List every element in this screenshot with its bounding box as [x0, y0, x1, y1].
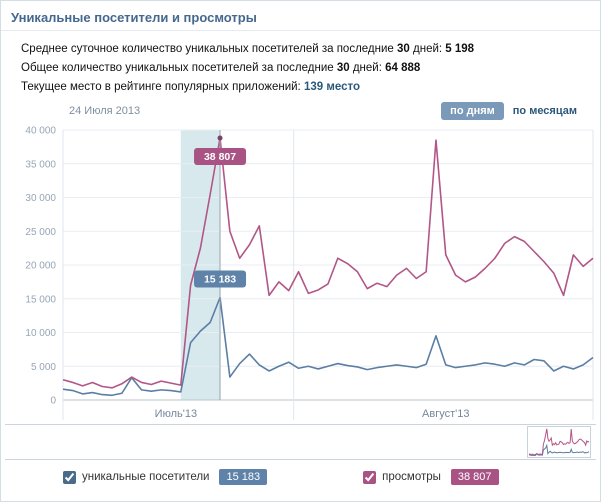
period-toggle: по дням по месяцам	[441, 102, 586, 120]
page-header: Уникальные посетители и просмотры	[1, 1, 600, 31]
svg-text:15 000: 15 000	[25, 294, 56, 305]
tooltip-0	[194, 148, 247, 166]
views-checkbox[interactable]	[363, 470, 377, 484]
svg-text:35 000: 35 000	[25, 159, 56, 170]
stat-rating-place: Текущее место в рейтинге популярных прил…	[21, 81, 360, 93]
by-months-button[interactable]: по месяцам	[512, 105, 577, 117]
svg-text:Август'13: Август'13	[422, 408, 469, 420]
stat-total-visitors: Общее количество уникальных посетителей …	[21, 62, 421, 74]
chart-navigator-preview[interactable]	[527, 426, 593, 460]
svg-text:Июль'13: Июль'13	[155, 408, 197, 420]
series-line-0	[62, 137, 594, 389]
unique-visitors-checkbox[interactable]	[63, 470, 76, 484]
visitors-views-chart[interactable]: 40 000 35 000 30 000 25 000 20 000 15 000 10 0…	[1, 124, 601, 424]
views-value-badge: 38 807	[450, 469, 499, 485]
legend-views[interactable]: просмотры 38 807	[363, 469, 499, 485]
legend-unique-visitors[interactable]: уникальные посетители 15 183	[63, 469, 268, 485]
svg-text:30 000: 30 000	[25, 193, 56, 204]
svg-text:25 000: 25 000	[25, 227, 56, 238]
tooltip-1	[194, 270, 247, 288]
legend-unique-visitors-label: уникальные посетители	[82, 471, 210, 483]
rating-place-link[interactable]: 139 место	[303, 81, 360, 93]
svg-text:10 000: 10 000	[25, 328, 56, 339]
chart-controls: 24 Июля 2013 по дням по месяцам	[1, 100, 600, 122]
peak-marker	[217, 135, 223, 141]
svg-text:0: 0	[50, 396, 56, 407]
chart-legend: уникальные посетители 15 183 просмотры 3…	[1, 460, 600, 485]
unique-visitors-value-badge: 15 183	[219, 469, 268, 485]
svg-text:40 000: 40 000	[25, 126, 56, 137]
selected-date-label: 24 Июля 2013	[69, 105, 141, 117]
svg-text:20 000: 20 000	[25, 261, 56, 272]
series-line-1	[62, 296, 594, 397]
legend-views-label: просмотры	[382, 471, 441, 483]
svg-text:38 807: 38 807	[204, 151, 236, 163]
svg-text:15 183: 15 183	[204, 274, 236, 286]
chart-navigator[interactable]	[5, 424, 596, 460]
summary-stats: Среднее суточное количество уникальных п…	[1, 31, 600, 94]
stat-avg-daily-visitors: Среднее суточное количество уникальных п…	[21, 43, 475, 55]
by-days-button[interactable]: по дням	[441, 102, 504, 120]
svg-text:5 000: 5 000	[31, 362, 56, 373]
page-title: Уникальные посетители и просмотры	[11, 10, 257, 25]
